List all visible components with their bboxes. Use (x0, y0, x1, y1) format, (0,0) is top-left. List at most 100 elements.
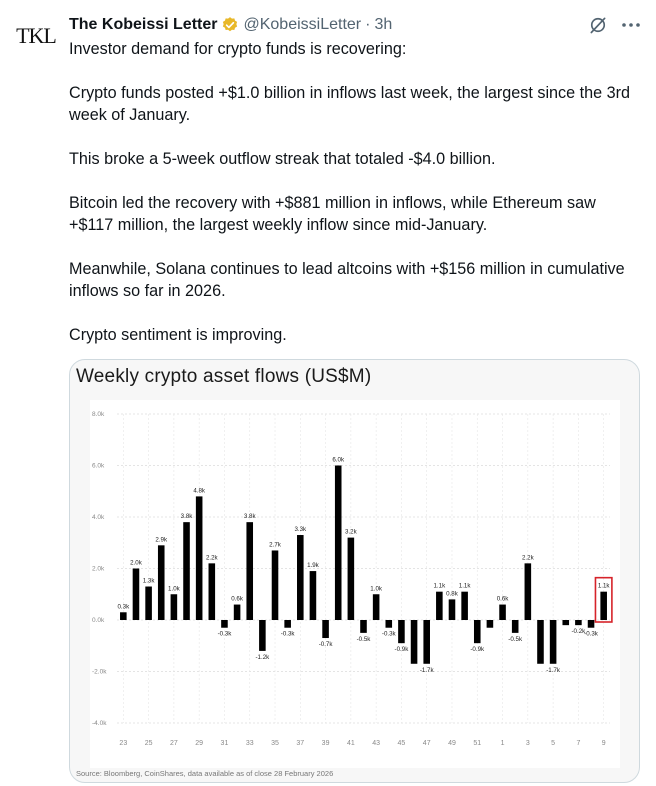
data-label: 4.8k (193, 487, 206, 494)
data-label: -0.2k (572, 628, 587, 635)
x-tick-label: 49 (448, 740, 456, 747)
y-tick-label: 4.0k (92, 514, 105, 521)
bar (499, 604, 506, 620)
bar (157, 545, 165, 620)
plot-area: 8.0k 6.0k 4.0k 2.0k 0.0k -2.0k -4.0k 23 25 27 29 31… (90, 400, 620, 768)
tweet-media-chart[interactable]: Weekly crypto asset flows (US$M) 8.0k 6.0… (69, 359, 640, 783)
bar (221, 620, 228, 628)
bar (575, 620, 582, 626)
bar (132, 568, 140, 620)
avatar-logo-text: TKL (16, 23, 57, 48)
data-label: -1.7k (546, 667, 561, 674)
data-label: 2.9k (155, 536, 168, 543)
bar (587, 620, 595, 628)
x-tick-label: 33 (246, 740, 254, 747)
y-tick-label: -2.0k (92, 669, 107, 676)
data-label: 2.7k (269, 541, 282, 548)
y-tick-label: 8.0k (92, 411, 105, 418)
x-tick-label: 29 (195, 740, 203, 747)
bar (385, 620, 393, 628)
bar (183, 522, 190, 620)
data-label: 1.1k (598, 583, 611, 590)
tweet-paragraph: Crypto sentiment is improving. (69, 326, 287, 344)
bar (334, 465, 342, 620)
bar (360, 620, 367, 633)
chart-container: Weekly crypto asset flows (US$M) 8.0k 6.0… (70, 360, 639, 782)
bar (486, 620, 494, 628)
data-label: -0.3k (218, 631, 233, 638)
data-label: 0.6k (497, 596, 510, 603)
tweet-header: The Kobeissi Letter @KobeissiLetter · 3h (69, 14, 642, 36)
data-label: -0.9k (470, 646, 485, 653)
author-handle[interactable]: @KobeissiLetter (243, 16, 362, 33)
x-tick-label: 35 (271, 740, 279, 747)
bar (120, 612, 127, 620)
data-label: 1.0k (168, 585, 181, 592)
bar (461, 591, 468, 620)
bar (473, 620, 481, 644)
y-tick-label: 2.0k (92, 566, 105, 573)
bar (549, 620, 557, 664)
tweet-timestamp[interactable]: 3h (374, 16, 393, 33)
data-label: -1.2k (255, 654, 270, 661)
data-label: -0.5k (357, 636, 372, 643)
x-tick-label: 5 (551, 740, 555, 747)
separator-dot: · (365, 16, 371, 33)
header-actions (588, 14, 642, 36)
bar (423, 620, 430, 664)
data-label: 2.0k (130, 560, 143, 567)
x-tick-label: 39 (322, 740, 330, 747)
bar (600, 591, 607, 620)
tweet-paragraph: Crypto funds posted +$1.0 billion in inf… (69, 84, 631, 124)
data-label: 6.0k (332, 457, 345, 464)
bar (322, 620, 329, 639)
bar (284, 620, 291, 628)
data-label: 1.1k (433, 583, 446, 590)
bar (195, 496, 203, 620)
data-label: -0.3k (382, 631, 397, 638)
bar (208, 563, 216, 620)
bar (537, 620, 544, 664)
data-label: -0.5k (508, 636, 523, 643)
author-name[interactable]: The Kobeissi Letter (69, 16, 218, 33)
more-icon[interactable] (620, 14, 642, 36)
y-tick-label: 0.0k (92, 617, 105, 624)
x-tick-label: 51 (473, 740, 481, 747)
data-label: 1.0k (370, 585, 383, 592)
bar (398, 620, 405, 644)
grok-icon[interactable] (588, 15, 608, 35)
y-tick-label: -4.0k (92, 720, 107, 727)
x-tick-label: 41 (347, 740, 355, 747)
verified-badge-icon[interactable] (221, 16, 239, 34)
data-label: 0.6k (231, 596, 244, 603)
bar (246, 522, 254, 620)
x-tick-label: 1 (501, 740, 505, 747)
x-tick-label: 43 (372, 740, 380, 747)
x-tick-label: 37 (296, 740, 304, 747)
data-label: 3.3k (294, 526, 307, 533)
data-label: 0.3k (117, 603, 130, 610)
bar (271, 550, 279, 620)
x-tick-label: 9 (602, 740, 606, 747)
data-label: 3.8k (244, 513, 257, 520)
bar (410, 620, 418, 664)
x-tick-label: 31 (221, 740, 229, 747)
data-label: -1.7k (420, 667, 435, 674)
y-tick-label: 6.0k (92, 463, 105, 470)
x-tick-label: 27 (170, 740, 178, 747)
x-tick-label: 25 (145, 740, 153, 747)
bar (145, 586, 152, 620)
avatar[interactable]: TKL (14, 14, 58, 58)
x-tick-label: 23 (119, 740, 127, 747)
chart-title: Weekly crypto asset flows (US$M) (76, 366, 372, 387)
bar (562, 620, 570, 626)
tweet-text: Investor demand for crypto funds is reco… (69, 38, 644, 368)
data-label: 0.8k (446, 590, 459, 597)
bar (347, 537, 355, 620)
data-label: 3.8k (181, 513, 194, 520)
data-label: 1.3k (143, 578, 156, 585)
bar (233, 604, 241, 620)
tweet-paragraph: Bitcoin led the recovery with +$881 mill… (69, 194, 596, 234)
bar (511, 620, 519, 633)
bar (259, 620, 266, 651)
